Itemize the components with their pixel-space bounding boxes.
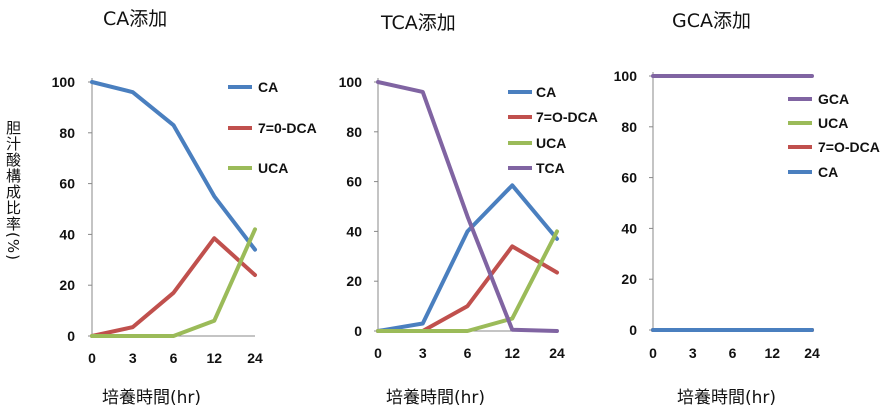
y-tick-label: 40 — [59, 226, 75, 242]
chart-title-3: GCA添加 — [672, 10, 751, 32]
legend-label: TCA — [536, 160, 565, 176]
x-tick-label: 12 — [764, 345, 780, 361]
chart-title-2: TCA添加 — [381, 12, 456, 34]
x-tick-label: 0 — [88, 350, 96, 366]
series-line-ca — [90, 80, 257, 252]
legend-label: GCA — [818, 91, 849, 107]
series-line-7-0-dca — [90, 236, 257, 338]
y-tick-label: 80 — [346, 124, 362, 140]
legend-label: UCA — [258, 160, 288, 176]
y-tick-label: 20 — [346, 273, 362, 289]
legend-label: 7=O-DCA — [536, 109, 598, 125]
x-axis-label-1: 培養時間(hr) — [102, 388, 202, 408]
series-line-uca — [90, 227, 257, 338]
y-tick-label: 20 — [59, 277, 75, 293]
series-line-7-o-dca — [376, 244, 559, 333]
x-tick-label: 3 — [129, 350, 137, 366]
y-tick-label: 60 — [621, 170, 637, 186]
y-tick-label: 60 — [346, 174, 362, 190]
y-tick-label: 40 — [621, 220, 637, 236]
x-tick-label: 0 — [649, 345, 657, 361]
x-axis-label-3: 培養時間(hr) — [677, 388, 777, 408]
legend-label: CA — [818, 164, 838, 180]
y-tick-label: 100 — [614, 68, 638, 84]
x-tick-label: 0 — [374, 345, 382, 361]
y-tick-label: 60 — [59, 176, 75, 192]
x-tick-label: 3 — [419, 345, 427, 361]
x-tick-label: 24 — [247, 350, 263, 366]
x-tick-label: 3 — [689, 345, 697, 361]
x-tick-label: 12 — [504, 345, 520, 361]
y-tick-label: 0 — [629, 322, 637, 338]
legend-label: CA — [536, 84, 556, 100]
x-axis-label-2: 培養時間(hr) — [386, 388, 486, 408]
legend-label: UCA — [536, 135, 566, 151]
series-line-uca — [376, 229, 559, 333]
legend-label: 7=O-DCA — [818, 139, 880, 155]
x-tick-label: 6 — [170, 350, 178, 366]
y-tick-label: 100 — [339, 74, 363, 90]
series-line-tca — [376, 80, 559, 333]
y-tick-label: 100 — [52, 74, 76, 90]
series-line-ca — [376, 183, 559, 333]
y-axis-label: 胆汁酸構成比率(%) — [4, 120, 22, 261]
chart-title-1: CA添加 — [103, 8, 168, 30]
y-tick-label: 20 — [621, 271, 637, 287]
y-tick-label: 80 — [621, 119, 637, 135]
y-tick-label: 40 — [346, 223, 362, 239]
x-tick-label: 6 — [464, 345, 472, 361]
legend-label: UCA — [818, 115, 848, 131]
legend-label: 7=0-DCA — [258, 120, 317, 136]
y-tick-label: 80 — [59, 125, 75, 141]
y-tick-label: 0 — [354, 323, 362, 339]
x-tick-label: 24 — [549, 345, 565, 361]
y-tick-label: 0 — [67, 328, 75, 344]
x-tick-label: 24 — [804, 345, 820, 361]
x-tick-label: 6 — [729, 345, 737, 361]
x-tick-label: 12 — [206, 350, 222, 366]
legend-label: CA — [258, 79, 278, 95]
